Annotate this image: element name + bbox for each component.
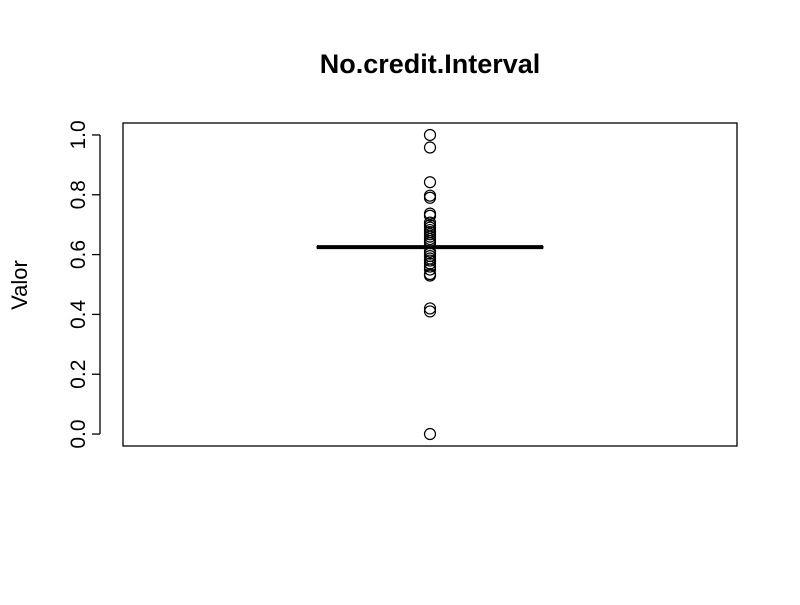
outlier-point <box>423 191 437 204</box>
y-axis-label: Valor <box>7 260 32 310</box>
outlier-point <box>423 260 437 273</box>
outlier-point <box>423 269 437 282</box>
plot-frame <box>122 122 738 447</box>
outlier-point <box>423 176 437 189</box>
y-axis: 0.0 0.2 0.4 0.6 0.8 1.0 <box>67 120 101 449</box>
y-tick-label: 0.2 <box>67 360 90 389</box>
y-tick-label: 0.8 <box>67 180 90 209</box>
y-tick-label: 1.0 <box>67 120 90 149</box>
outlier-point <box>423 305 437 318</box>
chart-title: No.credit.Interval <box>320 49 541 79</box>
outlier-point <box>423 216 437 229</box>
y-tick-label: 0.0 <box>67 419 90 448</box>
outlier-point <box>423 254 437 267</box>
outlier-point <box>423 263 437 276</box>
outlier-point <box>423 209 437 222</box>
outlier-point <box>423 302 437 315</box>
outlier-point <box>423 427 437 441</box>
outlier-points <box>423 128 437 441</box>
y-tick-label: 0.6 <box>67 240 90 269</box>
y-tick-label: 0.4 <box>67 299 90 329</box>
outlier-point <box>423 141 437 154</box>
outlier-point <box>423 128 437 142</box>
